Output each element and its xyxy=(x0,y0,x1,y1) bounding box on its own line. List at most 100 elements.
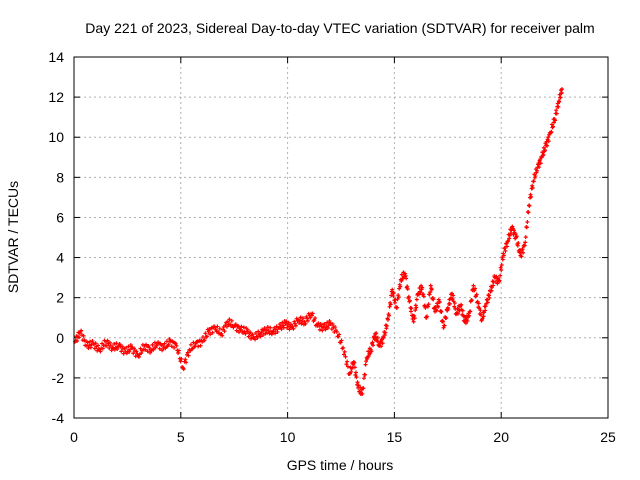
data-point-trail xyxy=(537,165,542,170)
data-point-trail xyxy=(292,319,297,324)
data-point-trail xyxy=(404,276,409,281)
data-point-trail xyxy=(234,328,239,333)
data-point-trail xyxy=(531,179,536,184)
data-point-trail xyxy=(388,302,393,307)
data-point-trail xyxy=(96,343,101,348)
data-point-trail xyxy=(534,168,539,173)
data-point-trail xyxy=(183,357,188,362)
data-point-trail xyxy=(542,148,547,153)
data-point-trail xyxy=(284,319,289,324)
data-point-trail xyxy=(336,334,341,339)
data-point-trail xyxy=(516,241,521,246)
data-point-trail xyxy=(208,332,213,337)
data-point-trail xyxy=(468,309,473,314)
data-point-trail xyxy=(526,210,531,215)
data-point xyxy=(385,317,390,322)
data-point-trail xyxy=(179,356,184,361)
data-point-trail xyxy=(320,328,325,333)
data-point-trail xyxy=(259,330,264,335)
data-point-trail xyxy=(374,331,379,336)
data-point-trail xyxy=(489,288,494,293)
data-point-trail xyxy=(416,292,421,297)
data-point-trail xyxy=(556,104,561,109)
data-point-trail xyxy=(217,326,222,331)
data-point-trail xyxy=(139,351,144,356)
data-point-trail xyxy=(372,337,377,342)
data-point-trail xyxy=(505,244,510,249)
data-point-trail xyxy=(169,344,174,349)
data-point-trail xyxy=(261,333,266,338)
data-point-trail xyxy=(399,272,404,277)
data-point-trail xyxy=(198,343,203,348)
x-tick-label: 0 xyxy=(70,429,78,445)
data-point-trail xyxy=(176,351,181,356)
data-point-trail xyxy=(215,324,220,329)
data-point-trail xyxy=(352,365,357,370)
data-point-trail xyxy=(309,313,314,318)
data-point-trail xyxy=(499,263,504,268)
data-point-trail xyxy=(499,268,504,273)
y-tick-label: 4 xyxy=(56,250,64,266)
data-point-trail xyxy=(256,329,261,334)
data-point-trail xyxy=(523,235,528,240)
data-point-trail xyxy=(478,312,483,317)
data-point-trail xyxy=(184,360,189,365)
data-point-trail xyxy=(557,99,562,104)
y-tick-label: 12 xyxy=(48,89,64,105)
data-point-trail xyxy=(477,305,482,310)
data-point-trail xyxy=(395,305,400,310)
data-point-trail xyxy=(176,348,181,353)
data-point-trail xyxy=(305,318,310,323)
data-point-trail xyxy=(325,326,330,330)
data-point-trail xyxy=(109,348,114,353)
data-point-trail xyxy=(258,334,263,339)
data-point-trail xyxy=(487,295,492,300)
data-point-trail xyxy=(108,340,113,345)
data-point-trail xyxy=(289,322,294,327)
y-tick-label: 6 xyxy=(56,209,64,225)
data-point-trail xyxy=(88,345,93,350)
data-point-trail xyxy=(132,346,137,351)
data-point-trail xyxy=(196,344,201,349)
data-point-trail xyxy=(546,139,551,144)
data-point-trail xyxy=(188,342,193,347)
y-tick-label: 10 xyxy=(48,129,64,145)
data-point-trail xyxy=(162,341,167,346)
data-point-trail xyxy=(338,340,343,345)
data-point-trail xyxy=(291,326,296,331)
data-point-trail xyxy=(541,145,546,150)
data-point xyxy=(411,319,416,324)
data-point-trail xyxy=(452,301,457,306)
data-point-trail xyxy=(273,331,278,336)
data-point-trail xyxy=(533,174,538,179)
data-point-trail xyxy=(436,304,441,309)
data-point-trail xyxy=(529,194,534,199)
data-point-trail xyxy=(423,305,428,310)
data-point-trail xyxy=(371,343,376,348)
data-point-trail xyxy=(323,327,328,332)
data-point-trail xyxy=(345,359,350,364)
data-point-trail xyxy=(308,315,313,320)
data-point-trail xyxy=(241,325,246,330)
data-point-trail xyxy=(355,380,360,385)
data-point-trail xyxy=(353,370,358,375)
data-point-trail xyxy=(343,354,348,359)
data-point-trail xyxy=(227,317,232,322)
data-point-trail xyxy=(333,325,338,330)
data-point-trail xyxy=(491,283,496,288)
x-axis-label: GPS time / hours xyxy=(287,457,394,473)
data-point-trail xyxy=(233,322,238,327)
data-point-trail xyxy=(485,300,490,305)
data-point-trail xyxy=(136,354,141,359)
data-point-trail xyxy=(501,253,506,258)
data-point xyxy=(341,345,346,350)
data-point-trail xyxy=(414,297,419,302)
data-point-trail xyxy=(181,367,186,372)
data-point-trail xyxy=(317,327,322,332)
y-axis-label: SDTVAR / TECUs xyxy=(5,181,21,293)
x-tick-label: 20 xyxy=(493,429,509,445)
data-point-trail xyxy=(150,342,155,347)
data-point-trail xyxy=(507,233,512,238)
data-point-trail xyxy=(339,338,344,343)
data-point-trail xyxy=(452,304,457,309)
